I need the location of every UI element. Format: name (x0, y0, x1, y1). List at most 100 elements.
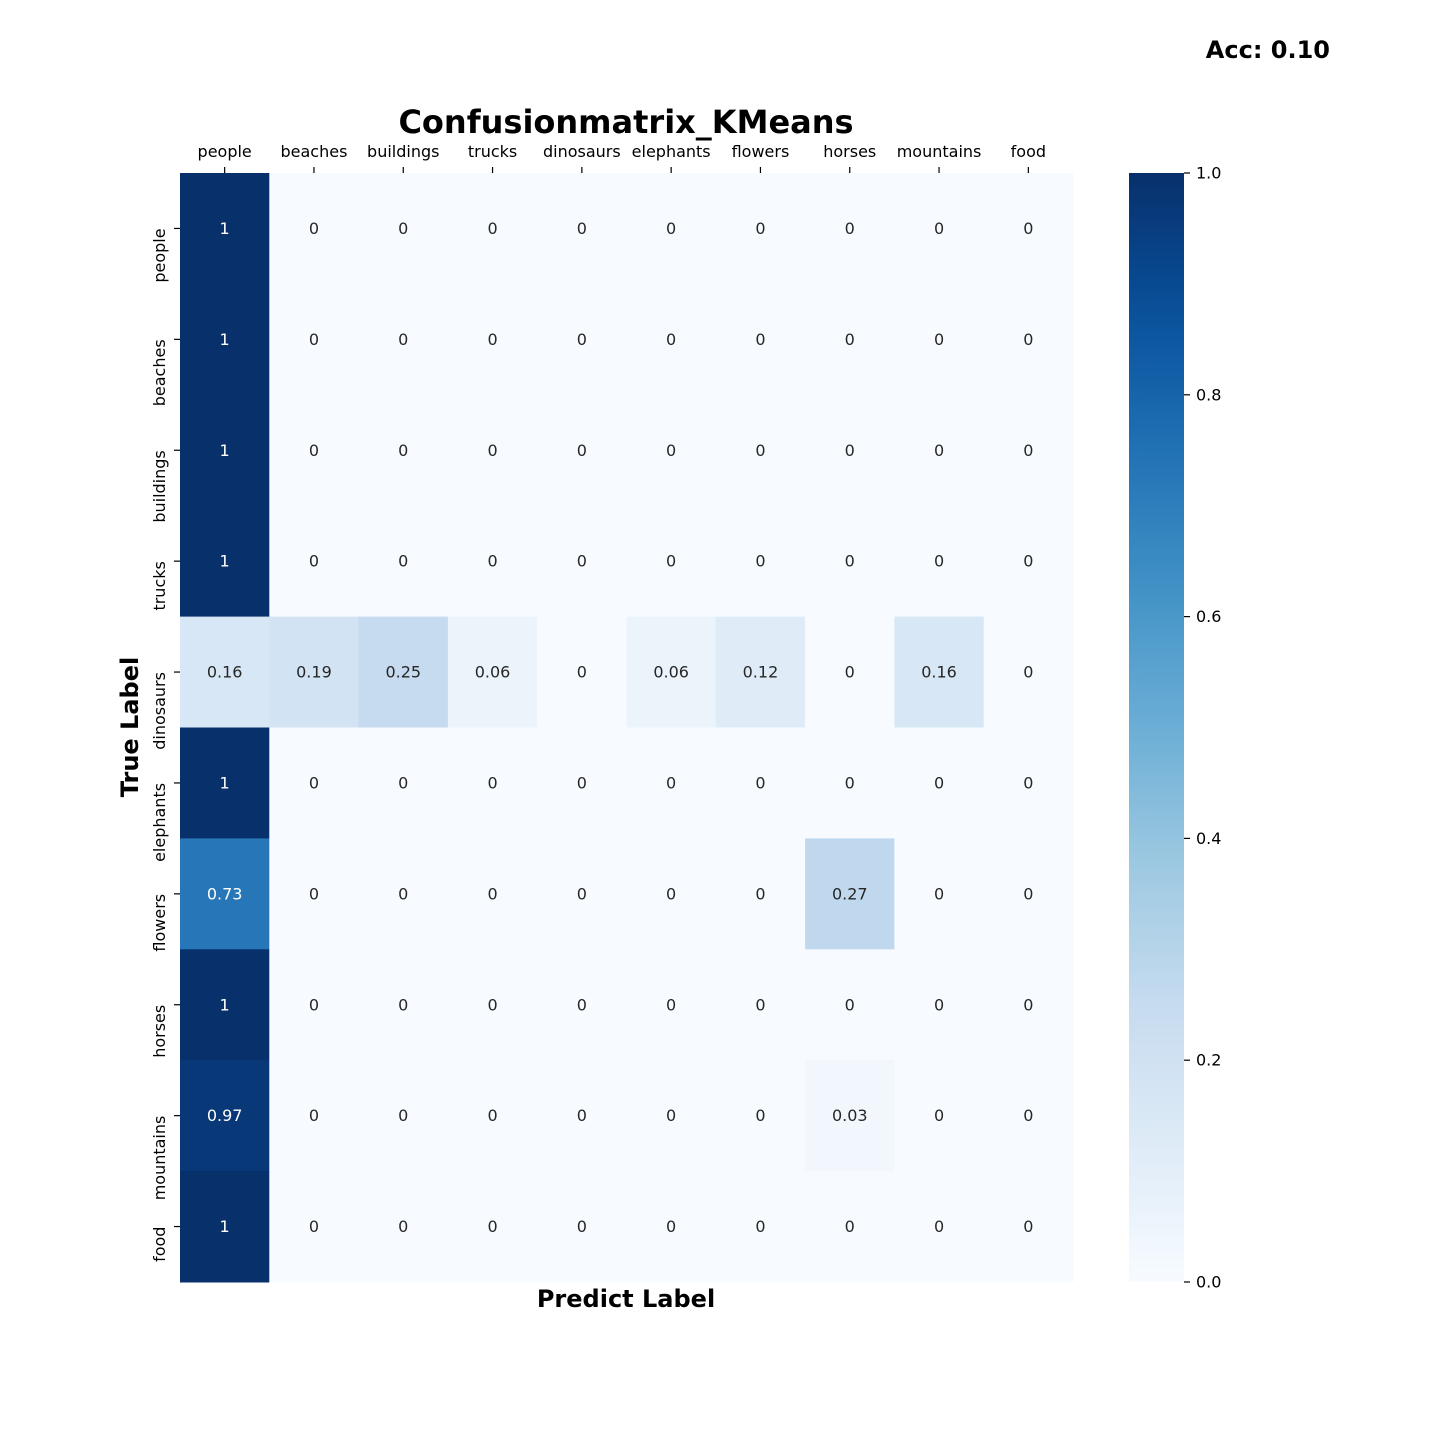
cell-value-label: 0 (755, 1217, 765, 1236)
heatmap-cell (983, 616, 1074, 728)
cell-value-label: 0.16 (207, 663, 243, 682)
heatmap-cell (894, 283, 985, 396)
cell-value-label: 0 (398, 330, 408, 349)
heatmap-cell (269, 173, 360, 285)
heatmap-cell (447, 838, 538, 950)
heatmap-cell (894, 394, 985, 507)
heatmap-cell (358, 394, 449, 507)
cell-value-label: 0.73 (207, 884, 243, 903)
cell-value-label: 0 (845, 1217, 855, 1236)
x-tick-label: trucks (468, 142, 517, 161)
heatmap-cell (626, 394, 717, 507)
heatmap-cell (269, 838, 360, 950)
heatmap-cell (983, 1060, 1074, 1172)
cell-value-label: 0 (934, 441, 944, 460)
heatmap-cell (358, 1060, 449, 1172)
heatmap-cell (180, 1171, 270, 1283)
cell-value-label: 0 (845, 773, 855, 792)
heatmap-cells: 1 0 0 0 0 0 0 0 0 0 1 0 0 0 0 0 0 0 0 0 1 0 0 0 0 0 0 0 0 0 1 0 0 0 0 0 0 0 0 0… (180, 173, 1074, 1283)
cell-value-label: 0.03 (832, 1106, 868, 1125)
y-tick-label: mountains (150, 1116, 169, 1201)
heatmap-cell (983, 1171, 1074, 1283)
cell-value-label: 0 (666, 441, 676, 460)
cell-value-label: 0 (309, 1217, 319, 1236)
cell-value-label: 1 (220, 995, 230, 1014)
heatmap-cell (537, 505, 627, 618)
y-tick-label: beaches (150, 339, 169, 406)
heatmap-cell (715, 1171, 806, 1283)
accuracy-label: Acc: 0.10 (1205, 36, 1330, 64)
y-tick-label: dinosaurs (150, 672, 169, 750)
heatmap-cell (805, 727, 895, 839)
x-axis-label: Predict Label (537, 1285, 715, 1313)
heatmap-cell (537, 727, 627, 839)
cell-value-label: 0 (487, 219, 497, 238)
cell-value-label: 0 (487, 330, 497, 349)
y-tick-label: horses (150, 1005, 169, 1058)
cell-value-label: 0 (577, 773, 587, 792)
cell-value-label: 0 (1023, 1106, 1033, 1125)
cell-value-label: 0 (934, 995, 944, 1014)
heatmap-cell (805, 283, 895, 396)
cell-value-label: 0 (309, 330, 319, 349)
heatmap-cell (894, 838, 985, 950)
heatmap-cell (269, 616, 360, 728)
cell-value-label: 0 (666, 1217, 676, 1236)
colorbar-gradient (1129, 173, 1184, 1282)
y-tick-label: people (150, 228, 169, 282)
chart-title: Confusionmatrix_KMeans (398, 103, 853, 141)
heatmap-cell (269, 283, 360, 396)
x-tick-label: dinosaurs (543, 142, 621, 161)
heatmap-cell (715, 394, 806, 507)
cell-value-label: 0 (577, 219, 587, 238)
heatmap-cell (894, 727, 985, 839)
heatmap-cell (626, 1060, 717, 1172)
x-tick-label: people (198, 142, 252, 161)
cell-value-label: 0 (398, 995, 408, 1014)
cell-value-label: 0 (309, 219, 319, 238)
cell-value-label: 0 (487, 552, 497, 571)
cell-value-label: 0 (1023, 663, 1033, 682)
cell-value-label: 1 (220, 441, 230, 460)
heatmap-cell (537, 616, 627, 728)
heatmap-cell (626, 727, 717, 839)
heatmap-cell (626, 949, 717, 1061)
heatmap-cell (983, 949, 1074, 1061)
heatmap-cell (894, 173, 985, 285)
heatmap-cell (447, 505, 538, 618)
heatmap-cell (358, 283, 449, 396)
cell-value-label: 0 (1023, 884, 1033, 903)
cell-value-label: 0 (398, 219, 408, 238)
cell-value-label: 0 (845, 330, 855, 349)
cell-value-label: 0.19 (296, 663, 332, 682)
heatmap-cell (447, 283, 538, 396)
cell-value-label: 0.25 (385, 663, 421, 682)
cell-value-label: 0 (755, 773, 765, 792)
cell-value-label: 0 (577, 552, 587, 571)
heatmap-cell (805, 616, 895, 728)
cell-value-label: 0.06 (475, 663, 511, 682)
heatmap-cell (983, 838, 1074, 950)
x-tick-label: mountains (897, 142, 982, 161)
cell-value-label: 0 (845, 995, 855, 1014)
heatmap-cell (805, 1171, 895, 1283)
heatmap-cell (715, 616, 806, 728)
cell-value-label: 0 (666, 552, 676, 571)
heatmap-cell (180, 838, 270, 950)
cell-value-label: 1 (220, 1217, 230, 1236)
heatmap-cell (983, 394, 1074, 507)
x-tick-label: buildings (367, 142, 439, 161)
heatmap-cell (180, 505, 270, 618)
heatmap-cell (447, 616, 538, 728)
heatmap-cell (805, 505, 895, 618)
heatmap-cell (180, 727, 270, 839)
heatmap-cell (180, 1060, 270, 1172)
cell-value-label: 0 (577, 441, 587, 460)
heatmap-cell (715, 283, 806, 396)
heatmap-cell (358, 1171, 449, 1283)
heatmap-cell (626, 838, 717, 950)
cell-value-label: 0 (398, 773, 408, 792)
heatmap-cell (715, 1060, 806, 1172)
cell-value-label: 0 (398, 1106, 408, 1125)
